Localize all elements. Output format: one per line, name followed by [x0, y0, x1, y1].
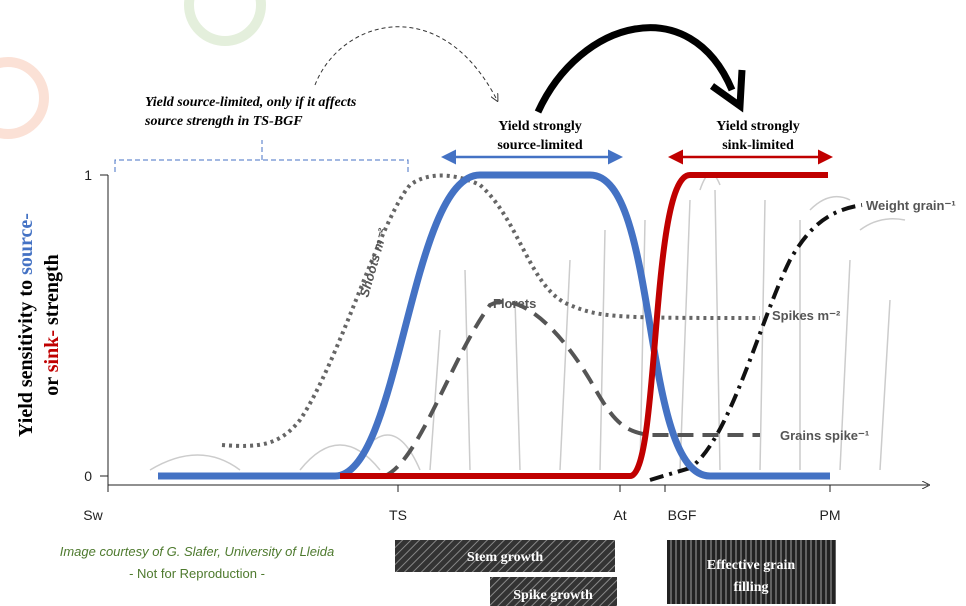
y-title-source: source- [15, 213, 37, 275]
x-tick-label: At [613, 507, 626, 523]
curve-label: Shoots m⁻² [356, 226, 390, 298]
decor-circle [189, 0, 261, 41]
curve-label: Weight grain⁻¹ [866, 198, 956, 213]
y-axis-title: Yield sensitivity to source- [15, 213, 37, 437]
curve-label: Florets [493, 296, 536, 311]
phase-label: Effective grain [707, 558, 795, 573]
diagram: 1 0 Sw TS At BGF PM Yield sensitivity to… [0, 0, 966, 606]
curve-label: Grains spike⁻¹ [780, 428, 869, 443]
black-arrow [538, 28, 732, 112]
x-tick-label: BGF [668, 507, 697, 523]
phase-label: Spike growth [513, 588, 593, 603]
annotation: Yield strongly [498, 119, 582, 134]
source-bracket [115, 140, 408, 172]
annotation: sink-limited [722, 138, 794, 153]
y-title-text: strength [41, 254, 63, 330]
shoots-curve [222, 176, 760, 446]
annotation: Yield strongly [716, 119, 800, 134]
x-ticks [108, 485, 830, 492]
decor-circle [0, 62, 44, 134]
y-tick-label: 1 [84, 167, 92, 183]
x-tick-label: PM [820, 507, 841, 523]
annotation: source strength in TS-BGF [144, 114, 303, 129]
x-tick-label: Sw [83, 507, 103, 523]
phase-label: filling [733, 580, 768, 595]
annotation: Yield source-limited, only if it affects [145, 95, 357, 110]
y-tick-label: 0 [84, 468, 92, 484]
annotation: source-limited [497, 138, 582, 153]
credit: - Not for Reproduction - [129, 566, 265, 581]
y-title-text: Yield sensitivity to [15, 275, 37, 437]
y-title-text: or [41, 372, 63, 396]
florets-curve [385, 302, 760, 476]
dashed-arrow [315, 27, 497, 100]
y-title-sink: sink- [41, 330, 63, 372]
sink-curve [340, 175, 828, 476]
credit: Image courtesy of G. Slafer, University … [60, 544, 335, 559]
phase-label: Stem growth [467, 550, 544, 565]
y-axis-title: or sink- strength [41, 254, 63, 396]
curve-label: Spikes m⁻² [772, 308, 841, 323]
x-tick-label: TS [389, 507, 407, 523]
source-curve [158, 175, 830, 476]
